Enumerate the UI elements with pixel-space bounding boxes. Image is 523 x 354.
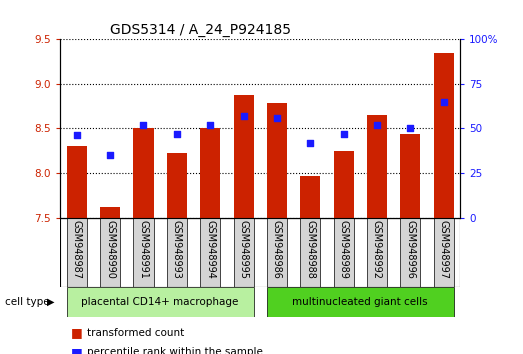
Bar: [400, 134, 420, 218]
Text: GSM948995: GSM948995: [238, 220, 248, 279]
Text: GSM948993: GSM948993: [172, 220, 182, 279]
Bar: [67, 146, 87, 218]
Bar: [434, 53, 453, 218]
Text: GSM948991: GSM948991: [139, 220, 149, 279]
Text: ▶: ▶: [48, 297, 55, 307]
Bar: [334, 218, 354, 287]
Bar: [400, 218, 420, 287]
Bar: [300, 176, 320, 218]
Text: GSM948992: GSM948992: [372, 220, 382, 279]
Text: ■: ■: [71, 326, 82, 339]
Bar: [367, 218, 387, 287]
Text: GSM948987: GSM948987: [72, 220, 82, 279]
Bar: [267, 103, 287, 218]
Bar: [233, 218, 254, 287]
Point: [106, 152, 115, 158]
Text: placental CD14+ macrophage: placental CD14+ macrophage: [82, 297, 239, 307]
Bar: [434, 218, 453, 287]
Text: ■: ■: [71, 346, 82, 354]
Text: GSM948986: GSM948986: [272, 220, 282, 279]
Point: [306, 140, 314, 145]
Point: [173, 131, 181, 137]
Text: GSM948988: GSM948988: [305, 220, 315, 279]
Point: [240, 113, 248, 119]
Point: [73, 133, 81, 138]
Bar: [133, 129, 154, 218]
Bar: [334, 151, 354, 218]
Text: GSM948997: GSM948997: [439, 220, 449, 279]
Point: [206, 122, 214, 127]
Bar: [367, 115, 387, 218]
Point: [272, 115, 281, 120]
Bar: [267, 287, 453, 317]
Point: [439, 99, 448, 104]
Text: GSM948996: GSM948996: [405, 220, 415, 279]
Point: [406, 126, 414, 131]
Text: percentile rank within the sample: percentile rank within the sample: [87, 347, 263, 354]
Bar: [67, 287, 254, 317]
Text: GSM948994: GSM948994: [205, 220, 215, 279]
Point: [373, 122, 381, 127]
Bar: [300, 218, 320, 287]
Text: GSM948989: GSM948989: [338, 220, 348, 279]
Point: [139, 122, 147, 127]
Bar: [133, 218, 154, 287]
Title: GDS5314 / A_24_P924185: GDS5314 / A_24_P924185: [110, 23, 291, 36]
Bar: [267, 218, 287, 287]
Bar: [67, 218, 87, 287]
Point: [339, 131, 348, 137]
Bar: [167, 218, 187, 287]
Text: transformed count: transformed count: [87, 328, 185, 338]
Text: multinucleated giant cells: multinucleated giant cells: [292, 297, 428, 307]
Text: GSM948990: GSM948990: [105, 220, 115, 279]
Bar: [233, 95, 254, 218]
Text: cell type: cell type: [5, 297, 50, 307]
Bar: [100, 218, 120, 287]
Bar: [167, 153, 187, 218]
Bar: [200, 129, 220, 218]
Bar: [200, 218, 220, 287]
Bar: [100, 207, 120, 218]
